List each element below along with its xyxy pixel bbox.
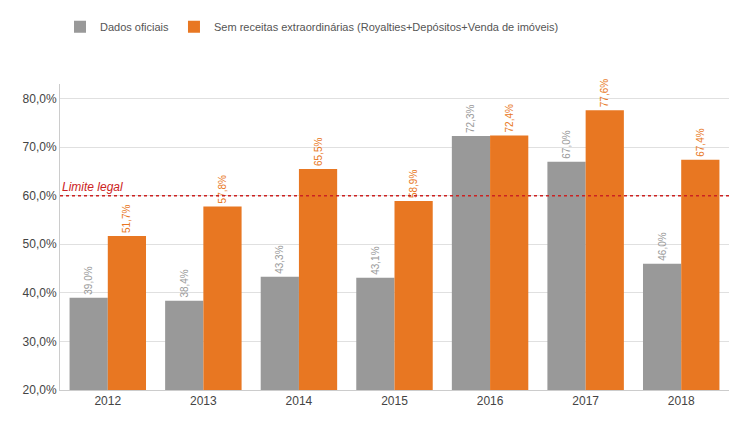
svg-text:20,0%: 20,0%: [23, 383, 57, 397]
svg-text:38,4%: 38,4%: [179, 269, 190, 297]
svg-text:50,0%: 50,0%: [23, 237, 57, 251]
svg-text:51,7%: 51,7%: [121, 205, 132, 233]
svg-text:70,0%: 70,0%: [23, 140, 57, 154]
svg-text:30,0%: 30,0%: [23, 335, 57, 349]
svg-text:67,4%: 67,4%: [695, 128, 706, 156]
svg-text:40,0%: 40,0%: [23, 286, 57, 300]
svg-text:2013: 2013: [190, 394, 217, 408]
svg-text:43,1%: 43,1%: [370, 246, 381, 274]
svg-text:72,3%: 72,3%: [465, 105, 476, 133]
svg-text:43,3%: 43,3%: [274, 245, 285, 273]
svg-text:72,4%: 72,4%: [504, 104, 515, 132]
svg-text:77,6%: 77,6%: [599, 79, 610, 107]
svg-text:Limite legal: Limite legal: [62, 180, 123, 194]
svg-text:39,0%: 39,0%: [83, 266, 94, 294]
svg-text:60,0%: 60,0%: [23, 189, 57, 203]
svg-text:2016: 2016: [477, 394, 504, 408]
svg-text:67,0%: 67,0%: [561, 130, 572, 158]
svg-text:2017: 2017: [572, 394, 599, 408]
svg-text:65,5%: 65,5%: [313, 138, 324, 166]
svg-text:46,0%: 46,0%: [657, 232, 668, 260]
svg-text:Dados oficiais: Dados oficiais: [100, 21, 169, 33]
svg-text:Sem receitas extraordinárias (: Sem receitas extraordinárias (Royalties+…: [214, 21, 558, 33]
svg-text:58,9%: 58,9%: [408, 170, 419, 198]
svg-text:57,8%: 57,8%: [217, 175, 228, 203]
svg-text:80,0%: 80,0%: [23, 92, 57, 106]
svg-text:2012: 2012: [94, 394, 121, 408]
svg-text:2015: 2015: [381, 394, 408, 408]
svg-text:2014: 2014: [286, 394, 313, 408]
svg-text:2018: 2018: [668, 394, 695, 408]
